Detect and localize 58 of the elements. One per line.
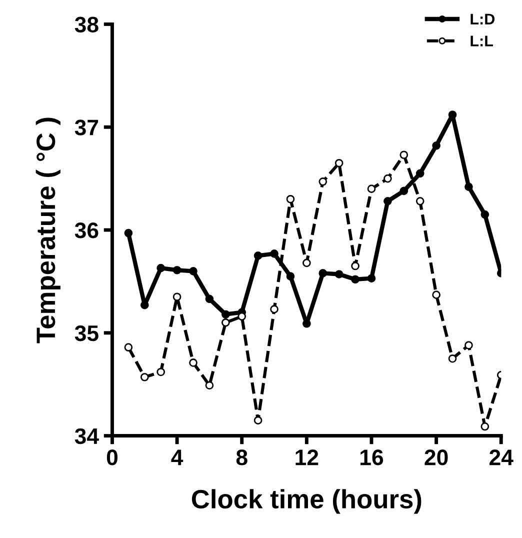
x-tick-label: 0 xyxy=(106,450,118,466)
x-tick-label: 8 xyxy=(236,450,248,466)
point xyxy=(254,416,262,425)
y-tick-label: 37 xyxy=(74,120,98,136)
point xyxy=(384,197,392,206)
point xyxy=(221,318,230,327)
point xyxy=(318,177,328,186)
x-tick-label: 16 xyxy=(360,450,384,466)
legend-label: L:D xyxy=(470,14,495,24)
point xyxy=(221,310,230,319)
point xyxy=(172,266,182,274)
point xyxy=(254,252,262,260)
point xyxy=(432,290,440,299)
x-tick-label: 20 xyxy=(424,450,448,466)
point xyxy=(351,275,360,284)
y-axis-title: Temperature ( °C ) xyxy=(36,118,60,344)
point xyxy=(270,305,278,314)
point xyxy=(334,270,344,278)
legend-label: L:L xyxy=(470,36,493,46)
point xyxy=(140,372,149,382)
point xyxy=(286,194,295,204)
y-tick-label: 36 xyxy=(74,222,98,238)
point xyxy=(400,150,408,160)
point xyxy=(189,266,198,276)
point xyxy=(416,169,424,178)
point xyxy=(318,269,328,278)
x-tick-label: 12 xyxy=(296,450,318,466)
point xyxy=(416,197,424,206)
point xyxy=(156,264,166,272)
point xyxy=(124,228,133,238)
point xyxy=(400,186,408,196)
point xyxy=(448,354,457,363)
point xyxy=(464,341,473,350)
y-tick-label: 35 xyxy=(74,325,98,342)
point xyxy=(172,292,182,302)
point xyxy=(367,184,376,194)
point xyxy=(205,381,214,390)
point xyxy=(124,343,133,352)
point xyxy=(205,294,214,304)
x-tick-label: 24 xyxy=(490,450,514,466)
point xyxy=(334,158,344,168)
y-tick-label: 38 xyxy=(74,16,98,33)
point xyxy=(448,110,457,119)
point xyxy=(270,249,278,258)
point xyxy=(367,274,376,283)
point xyxy=(432,141,440,150)
y-tick-label: 34 xyxy=(74,428,99,444)
point xyxy=(302,258,311,268)
point xyxy=(480,210,490,219)
x-axis-title: Clock time (hours) xyxy=(192,489,422,514)
point xyxy=(156,368,166,376)
point xyxy=(480,422,490,431)
point xyxy=(384,174,392,183)
point xyxy=(286,272,295,280)
x-tick-label: 4 xyxy=(171,450,184,466)
point xyxy=(189,358,198,367)
point xyxy=(351,262,360,270)
point xyxy=(464,182,473,191)
